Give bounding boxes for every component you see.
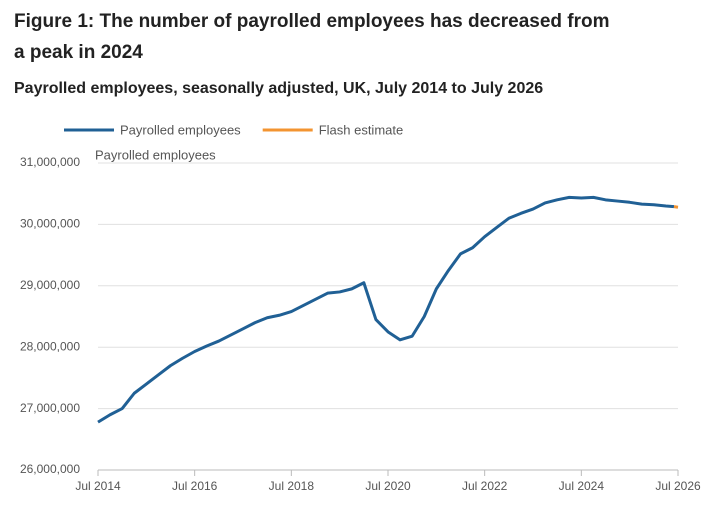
- y-axis-label: Payrolled employees: [95, 147, 216, 162]
- x-tick-label: Jul 2024: [559, 479, 605, 493]
- y-tick-label: 29,000,000: [20, 278, 80, 292]
- chart-title: Figure 1: The number of payrolled employ…: [14, 11, 610, 63]
- x-tick-label: Jul 2014: [75, 479, 121, 493]
- series-line: [97, 195, 675, 424]
- x-tick-label: Jul 2016: [172, 479, 218, 493]
- legend-label: Payrolled employees: [120, 122, 241, 137]
- x-tick-label: Jul 2020: [365, 479, 411, 493]
- chart-subtitle: Payrolled employees, seasonally adjusted…: [14, 80, 544, 97]
- x-tick-label: Jul 2026: [655, 479, 701, 493]
- y-tick-label: 28,000,000: [20, 339, 80, 353]
- series-line: [673, 205, 679, 209]
- y-tick-label: 30,000,000: [20, 217, 80, 231]
- legend-label: Flash estimate: [319, 122, 404, 137]
- x-tick-label: Jul 2022: [462, 479, 508, 493]
- y-tick-label: 31,000,000: [20, 155, 80, 169]
- y-tick-label: 26,000,000: [20, 462, 80, 476]
- x-tick-label: Jul 2018: [269, 479, 315, 493]
- y-tick-label: 27,000,000: [20, 401, 80, 415]
